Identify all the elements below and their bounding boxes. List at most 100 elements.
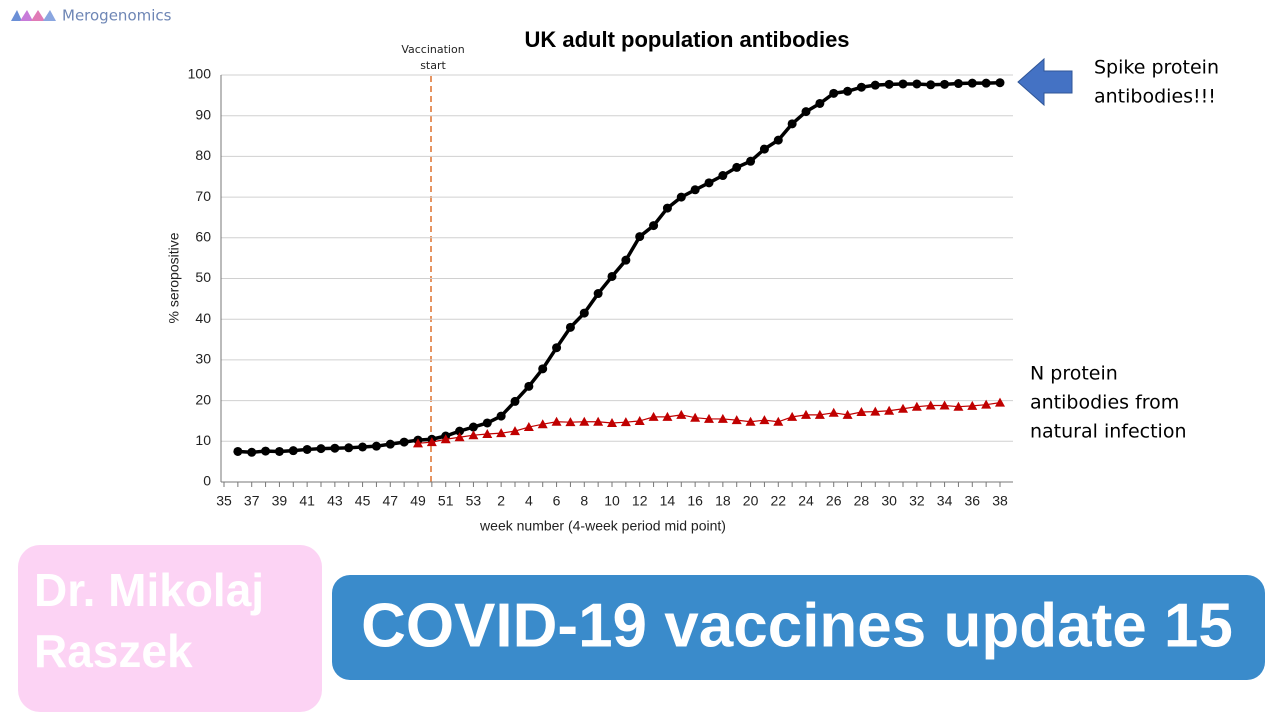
point	[455, 426, 465, 436]
point	[856, 406, 867, 416]
point	[565, 322, 575, 332]
point	[537, 419, 548, 429]
brand: Merogenomics	[62, 7, 172, 25]
logo-icon	[20, 10, 33, 21]
point	[912, 79, 922, 89]
x-tick-label: 12	[632, 493, 648, 509]
point	[995, 78, 1005, 88]
point	[468, 422, 478, 432]
x-tick-label: 26	[826, 493, 842, 509]
x-tick-label: 39	[272, 493, 288, 509]
point	[496, 428, 507, 438]
point	[676, 192, 686, 202]
annotation: Vaccination	[401, 43, 464, 56]
point	[662, 411, 673, 421]
x-tick-label: 37	[244, 493, 260, 509]
point	[524, 381, 534, 391]
point	[385, 439, 395, 449]
x-tick-label: 20	[743, 493, 759, 509]
point	[662, 203, 672, 213]
x-tick-label: 8	[580, 493, 588, 509]
banner-box	[332, 575, 1265, 680]
point	[607, 417, 617, 427]
x-tick-label: 14	[660, 493, 676, 509]
series-line	[237, 80, 1001, 455]
point	[787, 411, 798, 421]
point	[426, 437, 437, 447]
x-tick-label: 24	[798, 493, 814, 509]
point	[330, 443, 340, 453]
point	[717, 413, 728, 423]
logo-icon	[31, 10, 45, 21]
series-line	[417, 402, 1001, 444]
point	[233, 446, 243, 456]
point	[607, 271, 617, 281]
logo: Merogenomics	[11, 7, 172, 25]
point	[801, 409, 811, 419]
x-tick-label: 47	[382, 493, 398, 509]
point	[358, 442, 368, 452]
x-tick-label: 10	[604, 493, 620, 509]
annotation: N protein	[1030, 363, 1118, 385]
point	[247, 447, 257, 457]
y-tick-label: 70	[195, 188, 211, 204]
y-tick-label: 90	[195, 106, 211, 122]
x-tick-label: 28	[854, 493, 870, 509]
point	[454, 432, 465, 442]
annotation: antibodies from	[1030, 392, 1179, 414]
point	[468, 430, 479, 440]
point	[690, 185, 700, 195]
point	[773, 135, 783, 145]
point	[884, 405, 895, 415]
author: Dr. Mikolaj	[34, 564, 264, 616]
x-tick-label: 6	[553, 493, 561, 509]
point	[288, 446, 298, 456]
point	[579, 416, 590, 426]
point	[745, 416, 756, 426]
point	[815, 98, 825, 108]
x-tick-label: 45	[355, 493, 371, 509]
point	[538, 364, 548, 374]
annotation: antibodies!!!	[1094, 86, 1216, 108]
y-tick-label: 50	[195, 269, 211, 285]
y-tick-label: 100	[188, 66, 212, 82]
x-tick-label: 4	[525, 493, 533, 509]
point	[399, 437, 409, 447]
x-tick-label: 16	[687, 493, 703, 509]
point	[731, 415, 742, 425]
x-tick-label: 30	[881, 493, 897, 509]
point	[953, 401, 964, 411]
point	[856, 82, 866, 92]
point	[898, 403, 908, 413]
point	[718, 171, 728, 181]
point	[953, 79, 963, 89]
point	[620, 417, 631, 427]
point	[482, 418, 492, 428]
chart-title: UK adult population antibodies	[524, 27, 849, 52]
x-tick-label: 22	[770, 493, 786, 509]
point	[926, 80, 936, 90]
point	[552, 343, 562, 353]
author-box	[18, 545, 322, 712]
logo-icon	[11, 10, 22, 21]
point	[884, 79, 894, 89]
x-tick-label: 43	[327, 493, 343, 509]
point	[261, 446, 271, 456]
point	[911, 401, 922, 411]
point	[565, 417, 576, 427]
y-tick-label: 60	[195, 229, 211, 245]
y-tick-label: 0	[203, 473, 211, 489]
point	[344, 443, 354, 453]
point	[593, 416, 604, 426]
x-tick-label: 18	[715, 493, 731, 509]
x-tick-label: 49	[410, 493, 426, 509]
point	[925, 400, 936, 410]
point	[814, 409, 825, 419]
y-tick-label: 80	[195, 147, 211, 163]
point	[843, 86, 853, 96]
banner: COVID-19 vaccines update 15	[361, 591, 1233, 660]
point	[981, 399, 992, 409]
point	[510, 426, 520, 436]
x-tick-label: 38	[992, 493, 1008, 509]
